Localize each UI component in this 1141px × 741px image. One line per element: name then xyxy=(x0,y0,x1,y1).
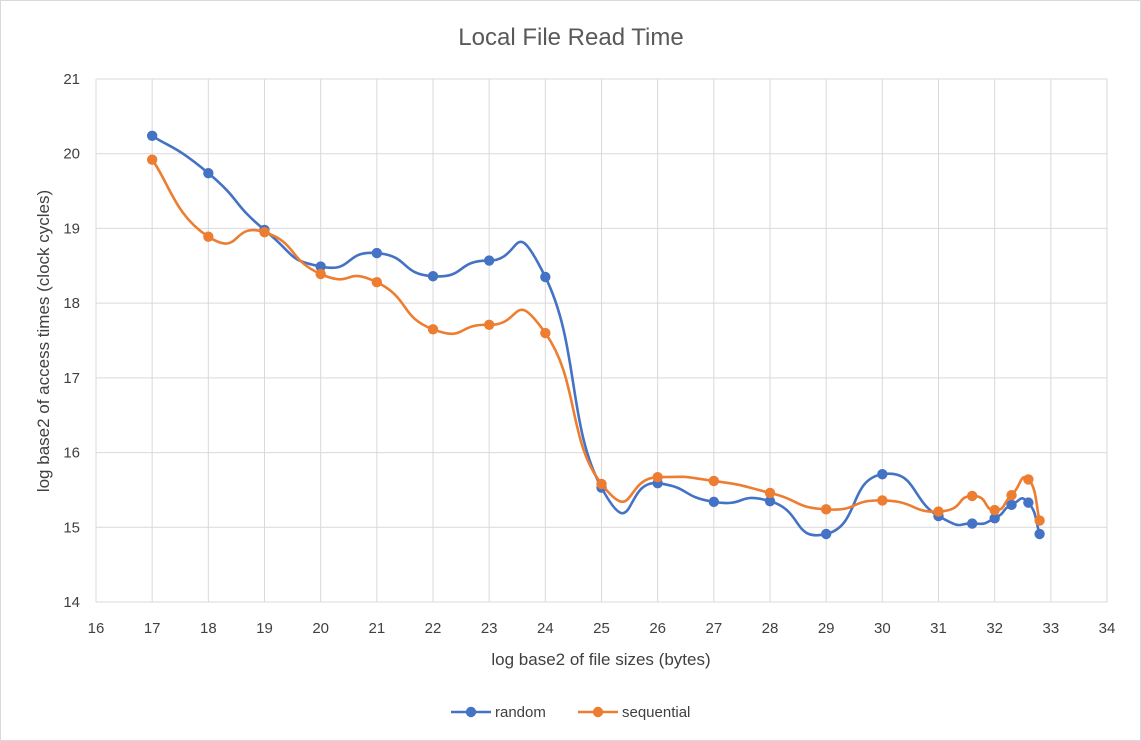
data-point-sequential xyxy=(596,478,607,490)
data-point-sequential xyxy=(933,506,944,517)
series-line-sequential xyxy=(151,158,1041,521)
data-point-random xyxy=(1006,499,1017,511)
legend-item-sequential: sequential xyxy=(578,704,690,721)
y-tick-label: 19 xyxy=(63,220,80,237)
data-point-sequential xyxy=(708,475,720,487)
data-point-sequential xyxy=(146,154,158,165)
data-point-sequential xyxy=(989,504,1000,516)
x-tick-label: 27 xyxy=(705,620,722,637)
x-tick-label: 22 xyxy=(425,620,442,637)
series-group xyxy=(146,130,1045,540)
x-tick-label: 18 xyxy=(200,620,217,637)
data-point-sequential xyxy=(1034,515,1045,526)
x-tick-label: 16 xyxy=(88,620,105,637)
y-tick-label: 17 xyxy=(63,370,80,387)
x-tick-label: 32 xyxy=(986,620,1003,637)
x-tick-label: 21 xyxy=(368,620,385,637)
data-point-sequential xyxy=(259,226,270,238)
x-tick-label: 26 xyxy=(649,620,666,637)
data-point-random xyxy=(1034,528,1045,540)
series-sequential xyxy=(146,154,1045,526)
x-tick-label: 19 xyxy=(256,620,273,637)
data-point-sequential xyxy=(1006,489,1017,501)
data-point-sequential xyxy=(540,327,551,339)
data-point-random xyxy=(1023,497,1034,508)
data-point-sequential xyxy=(877,495,888,506)
legend-label: sequential xyxy=(622,704,690,721)
data-point-random xyxy=(764,495,776,507)
data-point-random xyxy=(483,255,495,266)
y-tick-label: 14 xyxy=(63,594,80,611)
data-point-random xyxy=(371,247,383,259)
y-tick-label: 15 xyxy=(63,519,80,536)
data-point-random xyxy=(203,167,214,179)
x-tick-label: 25 xyxy=(593,620,610,637)
data-point-random xyxy=(315,261,326,272)
data-point-sequential xyxy=(203,231,214,242)
legend-swatch-marker xyxy=(465,706,477,718)
legend-swatch-marker xyxy=(592,706,604,718)
data-point-random xyxy=(427,271,439,282)
series-random xyxy=(146,130,1045,540)
data-point-sequential xyxy=(371,277,383,288)
data-point-sequential xyxy=(427,324,439,335)
x-tick-label: 23 xyxy=(481,620,498,637)
data-point-random xyxy=(989,513,1000,524)
x-tick-label: 17 xyxy=(144,620,161,637)
x-tick-label: 24 xyxy=(537,620,554,637)
legend: random sequential xyxy=(451,704,690,721)
y-tick-label: 21 xyxy=(63,71,80,88)
y-axis-title: log base2 of access times (clock cycles) xyxy=(34,190,53,492)
x-tick-label: 30 xyxy=(874,620,891,637)
legend-label: random xyxy=(495,704,546,721)
data-point-random xyxy=(967,518,978,529)
data-point-sequential xyxy=(820,504,832,515)
y-tick-label: 20 xyxy=(63,146,80,163)
x-axis-title: log base2 of file sizes (bytes) xyxy=(491,650,710,669)
x-tick-label: 33 xyxy=(1042,620,1059,637)
data-point-random xyxy=(877,469,888,480)
x-tick-label: 20 xyxy=(312,620,329,637)
data-point-random xyxy=(820,528,832,540)
data-point-random xyxy=(146,130,158,141)
y-tick-label: 18 xyxy=(63,295,80,312)
y-axis-ticks: 14 15 16 17 18 19 20 21 xyxy=(63,71,80,611)
data-point-sequential xyxy=(764,487,776,499)
chart-title: Local File Read Time xyxy=(458,24,683,51)
data-point-sequential xyxy=(967,490,978,502)
data-point-random xyxy=(540,271,551,283)
legend-item-random: random xyxy=(451,704,546,721)
data-point-sequential xyxy=(483,319,495,331)
data-point-sequential xyxy=(652,472,663,483)
x-tick-label: 29 xyxy=(818,620,835,637)
x-tick-label: 34 xyxy=(1099,620,1116,637)
data-point-sequential xyxy=(1023,474,1034,485)
x-tick-label: 28 xyxy=(762,620,779,637)
data-point-sequential xyxy=(315,268,326,280)
x-tick-label: 31 xyxy=(930,620,947,637)
data-point-random xyxy=(708,496,720,508)
x-axis-ticks: 16 17 18 19 20 21 22 23 24 25 26 27 28 29 30 31 32 33 34 xyxy=(88,620,1116,637)
y-tick-label: 16 xyxy=(63,445,80,462)
